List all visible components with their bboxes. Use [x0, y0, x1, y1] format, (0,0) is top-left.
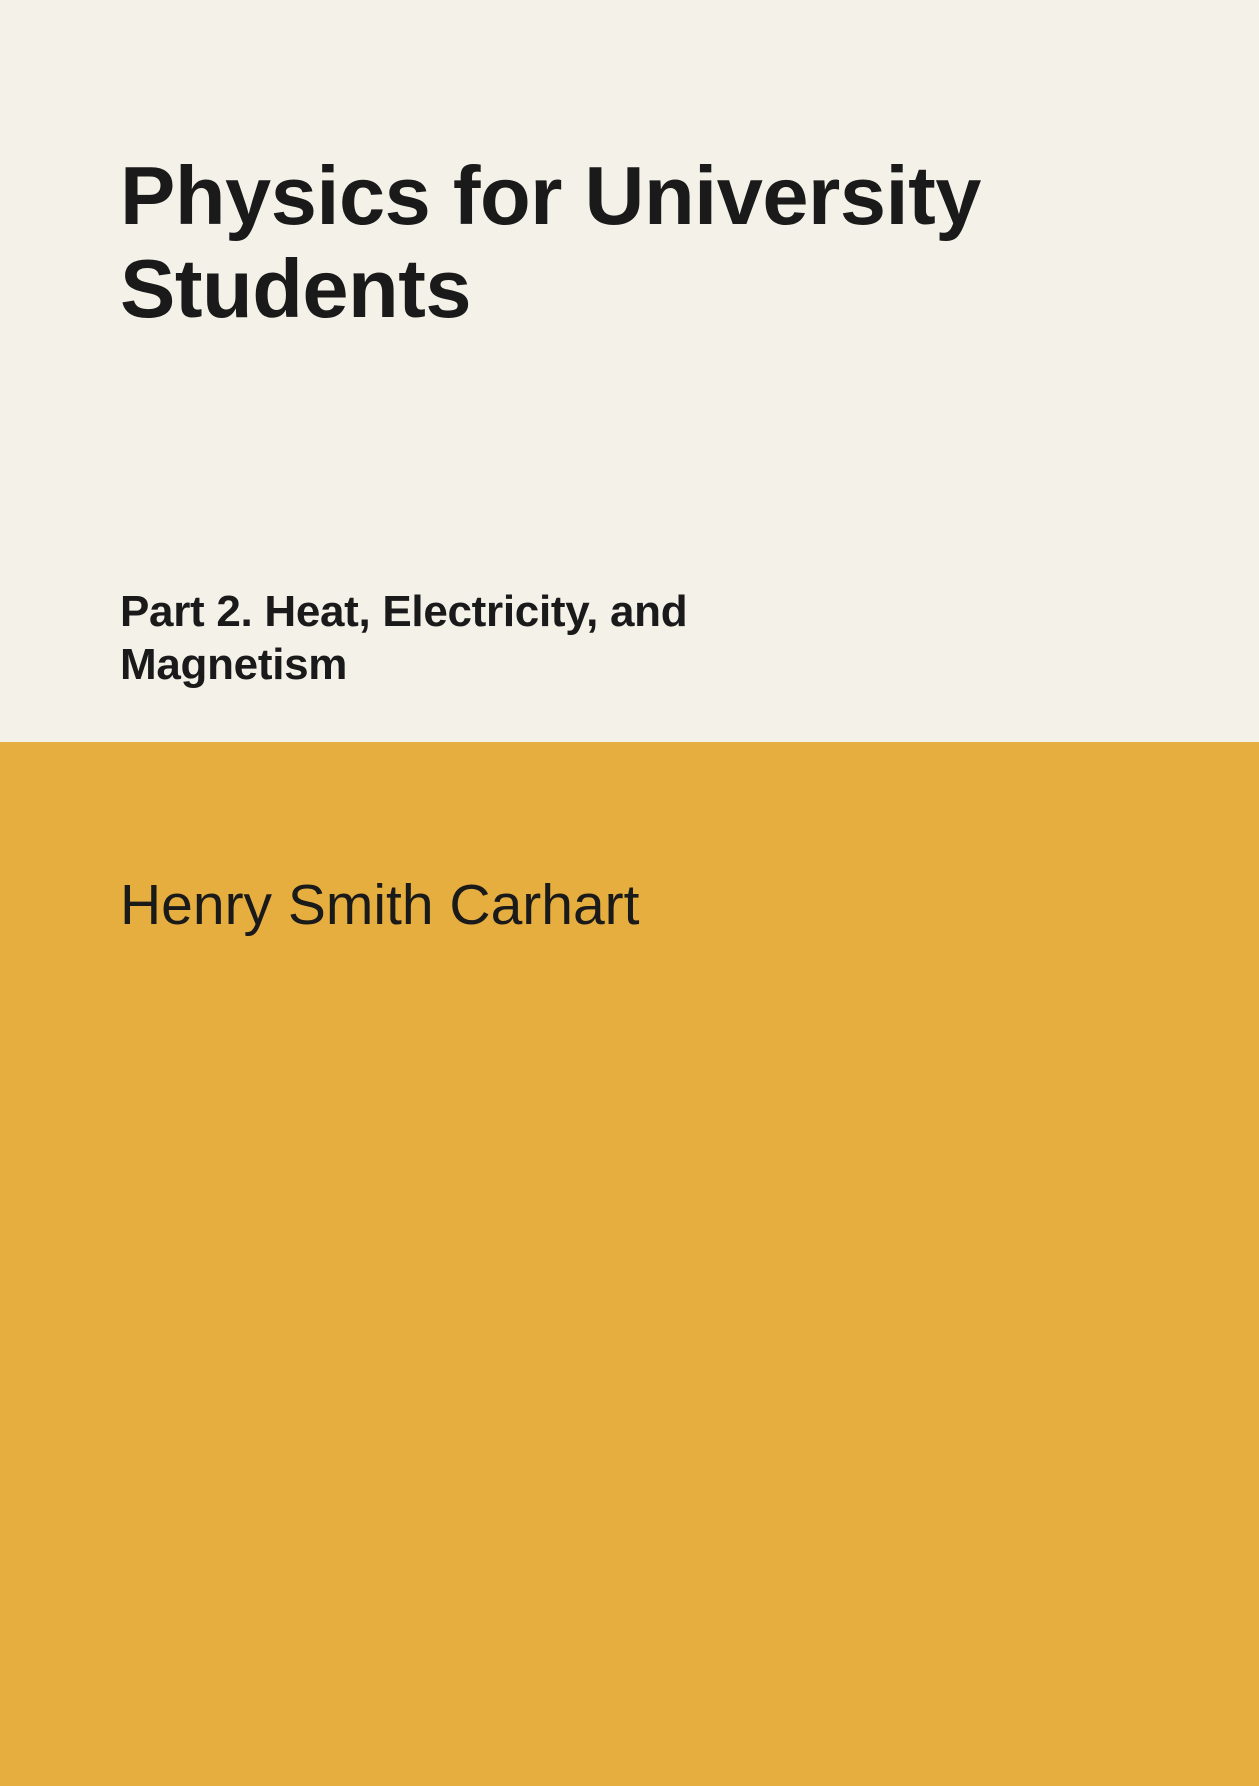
book-title: Physics for University Students [120, 150, 1139, 336]
cover-bottom-section: Henry Smith Carhart [0, 742, 1259, 1786]
cover-top-section: Physics for University Students Part 2. … [0, 0, 1259, 742]
book-author: Henry Smith Carhart [120, 872, 1139, 938]
book-subtitle: Part 2. Heat, Electricity, and Magnetism [120, 586, 900, 692]
